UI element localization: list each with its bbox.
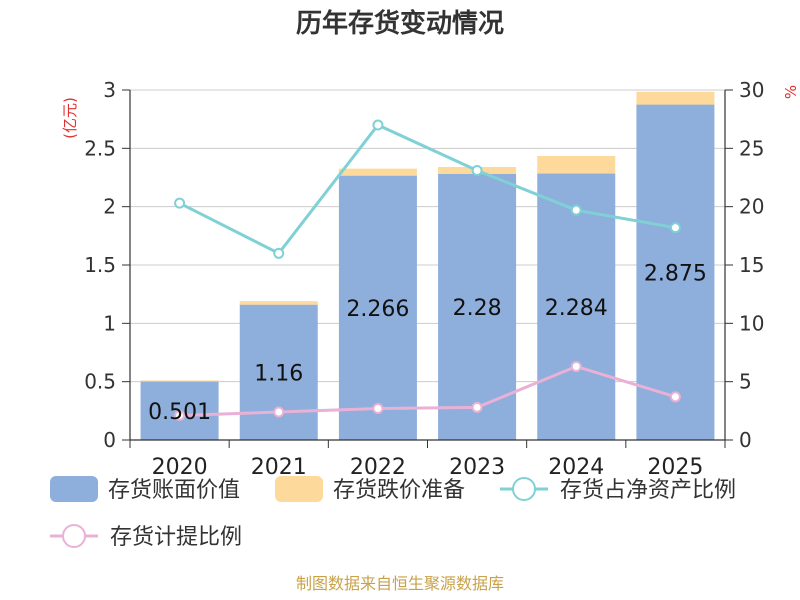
x-tick-label: 2021 (251, 455, 307, 480)
left-tick-label: 1 (103, 311, 116, 335)
left-tick-label: 2.5 (84, 136, 116, 160)
bar-book-value (636, 104, 715, 440)
right-tick-label: 25 (739, 136, 764, 160)
point-provision-ratio (570, 361, 582, 372)
x-tick-label: 2025 (647, 455, 703, 480)
chart-title: 历年存货变动情况 (296, 8, 504, 39)
legend-marker (62, 524, 86, 548)
point-provision-ratio (669, 391, 681, 403)
right-tick-label: 20 (739, 195, 764, 219)
right-tick-label: 30 (739, 78, 764, 102)
point-provision-ratio (273, 406, 285, 418)
point-inventory-to-net-assets (372, 119, 384, 131)
x-tick-label: 2023 (449, 455, 505, 480)
line-provision-ratio (179, 364, 676, 417)
point-inventory-to-net-assets (273, 247, 285, 259)
left-tick-label: 2 (103, 195, 116, 219)
legend-marker (512, 477, 536, 501)
right-tick-label: 15 (739, 253, 764, 277)
legend-label: 存货账面价值 (108, 478, 240, 503)
point-inventory-to-net-assets (471, 165, 483, 176)
point-inventory-to-net-assets (669, 222, 681, 234)
bar-impairment-reserve (338, 168, 417, 176)
legend-swatch (50, 476, 98, 502)
point-provision-ratio (471, 401, 483, 413)
left-tick-label: 3 (103, 78, 116, 102)
bar-value-label: 2.28 (453, 296, 502, 321)
right-axis-unit: % (782, 85, 800, 99)
bar-value-label: 0.501 (148, 400, 211, 425)
point-inventory-to-net-assets (570, 204, 582, 216)
x-tick-label: 2024 (548, 455, 604, 480)
bar-value-label: 2.266 (346, 297, 409, 322)
source-footer: 制图数据来自恒生聚源数据库 (296, 574, 504, 593)
right-tick-label: 10 (739, 311, 764, 335)
bar-value-label: 2.284 (545, 296, 608, 321)
legend-label: 存货占净资产比例 (560, 478, 736, 503)
gridlines (130, 89, 725, 383)
bars (140, 91, 715, 441)
left-tick-label: 0 (103, 428, 116, 452)
legend-label: 存货跌价准备 (333, 478, 465, 503)
bar-impairment-reserve (239, 301, 318, 305)
data-labels: 0.501 1.16 2.266 2.28 2.284 2.875 (148, 261, 707, 424)
point-inventory-to-net-assets (174, 197, 186, 209)
bar-impairment-reserve (140, 380, 219, 382)
bar-impairment-reserve (537, 156, 616, 174)
right-tick-label: 0 (739, 428, 752, 452)
left-tick-label: 1.5 (84, 253, 116, 277)
bar-impairment-reserve (636, 91, 715, 105)
bar-book-value (338, 175, 417, 440)
axes: 0 0 0.5 5 1 10 1.5 15 2 20 2.5 25 3 30 2020 2021 2022 202… (84, 78, 764, 480)
x-tick-label: 2022 (350, 455, 406, 480)
x-tick-label: 2020 (152, 455, 208, 480)
legend-swatch (275, 476, 323, 502)
bar-value-label: 1.16 (254, 361, 303, 386)
bar-book-value (537, 173, 616, 441)
point-provision-ratio (372, 403, 384, 414)
lines (174, 119, 681, 421)
legend-label: 存货计提比例 (110, 525, 242, 550)
line-inventory-to-net-assets (178, 123, 676, 256)
left-tick-label: 0.5 (84, 370, 116, 394)
right-tick-label: 5 (739, 370, 752, 394)
left-axis-unit: (亿元) (61, 97, 79, 139)
bar-value-label: 2.875 (644, 261, 707, 286)
point-provision-ratio (174, 410, 186, 421)
